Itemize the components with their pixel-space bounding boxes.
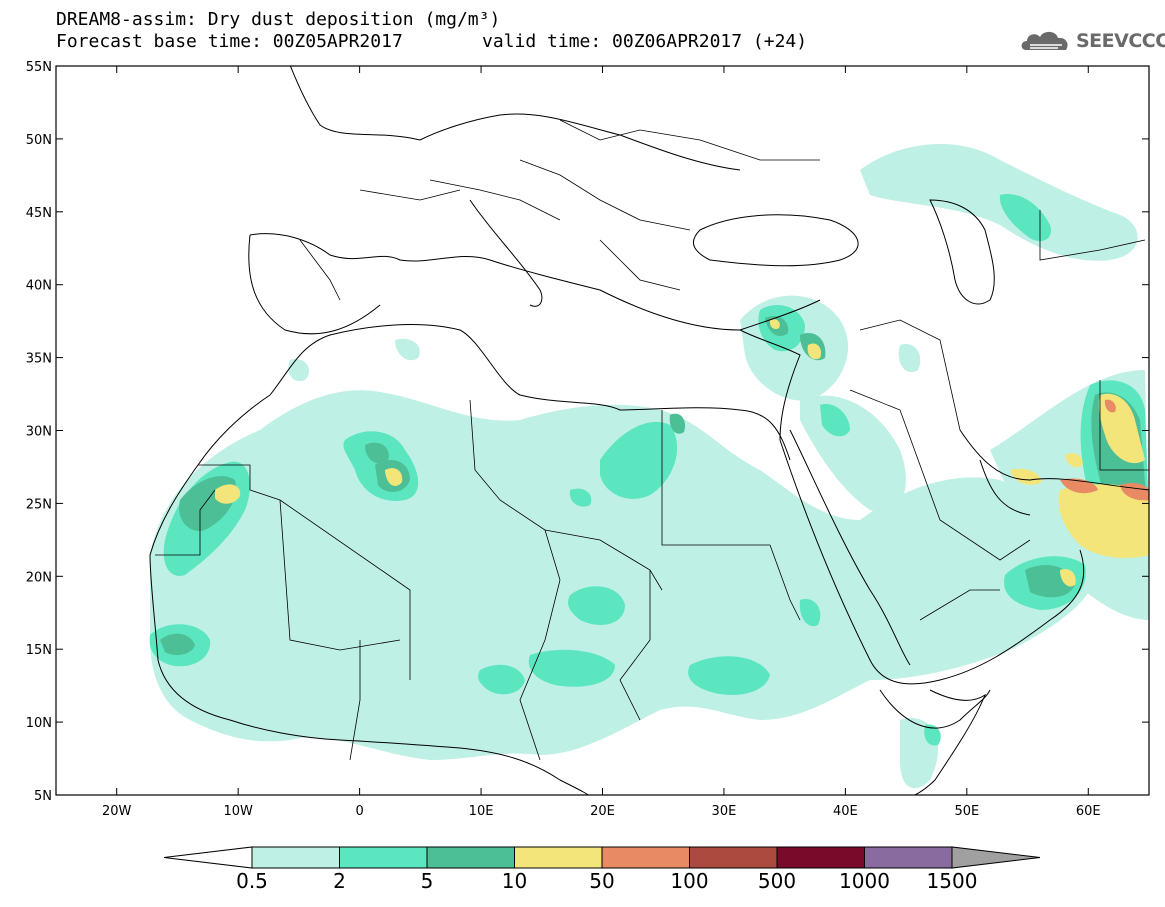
lat-label: 20N (26, 570, 52, 585)
lon-label: 50E (954, 804, 979, 819)
cloud-icon (1021, 31, 1068, 50)
borders (155, 119, 1149, 761)
legend-label: 1500 (927, 869, 978, 893)
legend-label: 1000 (839, 869, 890, 893)
lat-label: 40N (26, 279, 52, 294)
dust-shading (149, 143, 1149, 789)
legend-swatch (426, 846, 515, 869)
lon-label: 30E (712, 804, 737, 819)
legend-swatch (776, 846, 865, 869)
legend-label: 500 (758, 869, 796, 893)
lat-label: 30N (26, 425, 52, 440)
lat-label: 35N (26, 352, 52, 367)
lon-label: 20W (102, 804, 132, 819)
legend-high-arrow (951, 846, 1041, 869)
lat-label: 15N (26, 643, 52, 658)
legend-swatch (601, 846, 690, 869)
legend-swatch (514, 846, 603, 869)
lat-label: 25N (26, 497, 52, 512)
legend-low-arrow (163, 846, 253, 869)
longitude-axis: 20W 10W 0 10E 20E 30E 40E 50E 60E (102, 66, 1101, 819)
legend-label: 0.5 (236, 869, 268, 893)
legend-label: 5 (421, 869, 434, 893)
legend-swatch (251, 846, 340, 869)
legend-label: 10 (502, 869, 527, 893)
legend-label: 50 (589, 869, 614, 893)
valid-time: valid time: 00Z06APR2017 (+24) (482, 31, 808, 52)
lat-label: 5N (34, 789, 52, 804)
lon-label: 0 (355, 804, 363, 819)
lon-label: 10W (223, 804, 253, 819)
lon-label: 10E (469, 804, 494, 819)
map-title: DREAM8-assim: Dry dust deposition (mg/m³… (56, 9, 501, 30)
forecast-base-time: Forecast base time: 00Z05APR2017 (56, 31, 403, 52)
legend-swatch (689, 846, 778, 869)
logo-text: SEEVCCC (1076, 30, 1165, 52)
latitude-axis: 55N 50N 45N 40N 35N 30N 25N 20N 15N 10N 5N (26, 60, 1149, 804)
seevccc-logo: SEEVCCC (1018, 26, 1165, 56)
legend-label: 100 (670, 869, 708, 893)
legend-label: 2 (333, 869, 346, 893)
lat-label: 50N (26, 133, 52, 148)
lat-label: 45N (26, 206, 52, 221)
lon-label: 20E (590, 804, 615, 819)
legend-swatch (864, 846, 953, 869)
lon-label: 60E (1076, 804, 1101, 819)
legend-swatch (339, 846, 428, 869)
lat-label: 10N (26, 716, 52, 731)
coastlines (149, 66, 1149, 795)
lat-label: 55N (26, 60, 52, 75)
lon-label: 40E (833, 804, 858, 819)
color-legend: 0.5 2 5 10 50 100 500 1000 1500 (163, 846, 1041, 893)
